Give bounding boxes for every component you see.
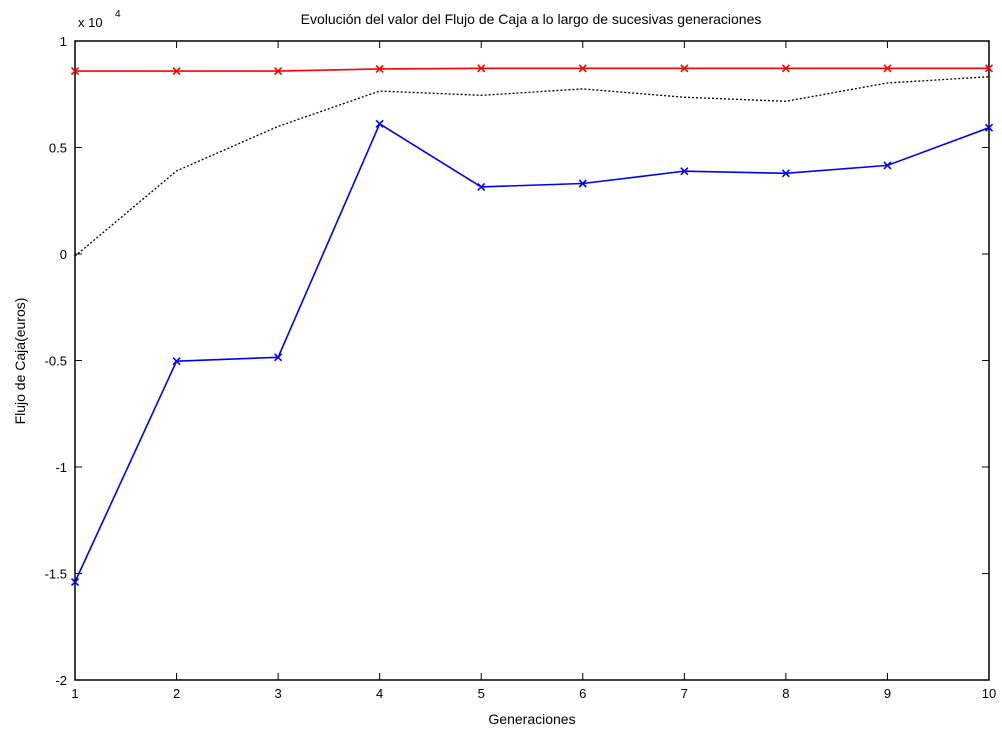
- y-ticks: -2 -1.5 -1 -0.5 0 0.5 1: [45, 34, 989, 688]
- series-layer: [70, 64, 994, 587]
- data-point: [70, 577, 80, 587]
- data-point: [274, 353, 283, 362]
- axes-box: [74, 40, 990, 681]
- data-point: [274, 66, 283, 76]
- series-3: [70, 119, 994, 587]
- x-tick-label: 10: [982, 686, 996, 701]
- plot-area: 1 2 3 4 5 6 7 8 9 10 -2 -1.5 -1 -0.5 0 0.5 1: [45, 34, 997, 701]
- y-tick-label: 0.5: [49, 141, 67, 156]
- x-tick-label: 8: [782, 686, 789, 701]
- y-tick-label: -1: [55, 460, 67, 475]
- chart-title: Evolución del valor del Flujo de Caja a …: [301, 11, 762, 27]
- y-multiplier-base: x 10: [78, 15, 103, 30]
- y-multiplier: x 10 4: [78, 9, 121, 30]
- y-tick-label: -0.5: [45, 354, 67, 369]
- data-point: [70, 66, 80, 76]
- data-point: [578, 64, 587, 73]
- data-point: [375, 119, 384, 128]
- x-tick-label: 9: [884, 686, 891, 701]
- data-point: [680, 167, 689, 176]
- data-point: [172, 66, 181, 76]
- series-1: [70, 64, 994, 76]
- series-line: [75, 67, 989, 72]
- data-point: [477, 182, 486, 191]
- y-axis-label: Flujo de Caja(euros): [12, 298, 28, 425]
- data-point: [477, 64, 486, 73]
- x-tick-label: 2: [173, 686, 180, 701]
- data-point: [984, 123, 994, 132]
- x-tick-label: 1: [71, 686, 78, 701]
- y-tick-label: 1: [60, 34, 67, 49]
- y-multiplier-exponent: 4: [115, 9, 121, 20]
- data-point: [375, 64, 384, 73]
- data-point: [781, 169, 790, 178]
- data-point: [883, 161, 892, 170]
- y-tick-label: -1.5: [45, 567, 67, 582]
- x-tick-label: 5: [478, 686, 485, 701]
- x-axis-label: Generaciones: [488, 711, 575, 727]
- data-point: [578, 179, 587, 188]
- data-point: [172, 357, 181, 366]
- data-point: [781, 64, 790, 73]
- data-point: [883, 64, 892, 73]
- data-point: [984, 64, 994, 73]
- data-point: [680, 64, 689, 73]
- x-ticks: 1 2 3 4 5 6 7 8 9 10: [71, 41, 996, 701]
- series-line: [74, 122, 990, 583]
- y-tick-label: 0: [60, 247, 67, 262]
- x-tick-label: 4: [376, 686, 383, 701]
- x-tick-label: 7: [681, 686, 688, 701]
- series-2: [74, 76, 990, 257]
- x-tick-label: 6: [579, 686, 586, 701]
- y-tick-label: -2: [55, 673, 67, 688]
- x-tick-label: 3: [274, 686, 281, 701]
- series-line: [74, 76, 990, 257]
